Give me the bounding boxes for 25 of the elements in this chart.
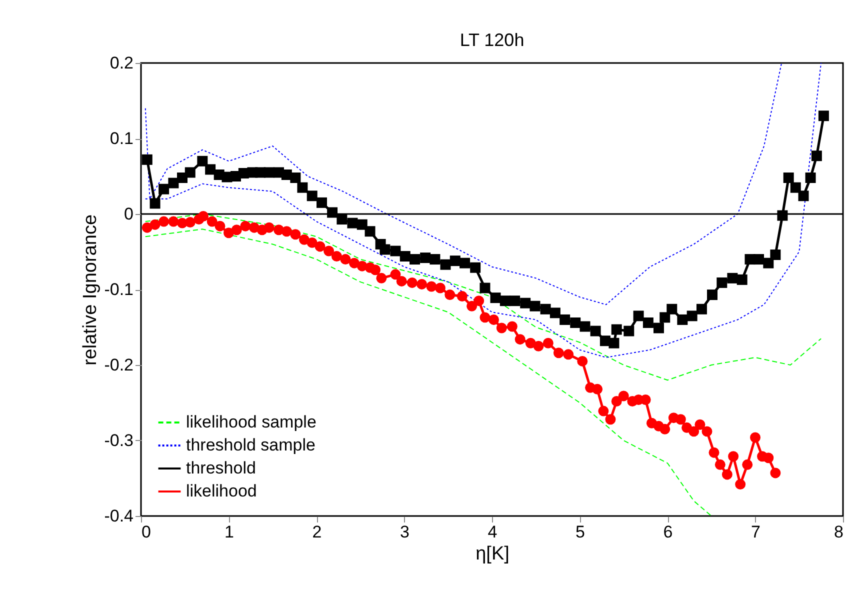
x-tick-label: 7 [751,522,760,542]
legend-label: threshold [186,458,256,478]
y-tick-label: 0.2 [110,54,134,72]
x-tick-label: 1 [224,522,234,542]
y-tick-label: -0.1 [104,280,134,299]
line-series [144,63,822,358]
legend-label: likelihood sample [186,412,316,432]
x-tick-label: 2 [312,522,322,542]
legend-label: threshold sample [186,436,316,454]
y-tick-label: 0.1 [110,129,134,148]
y-tick-label: 0 [124,204,134,224]
x-tick-label: 6 [663,522,673,542]
x-tick-label: 0 [142,522,151,542]
line-series [144,228,712,516]
y-tick-label: -0.2 [104,356,134,374]
y-tick-label: -0.3 [104,431,134,450]
y-axis-title: relative Ignorance [80,214,102,366]
x-tick-label: 5 [576,522,585,542]
x-tick-label: 4 [488,522,498,542]
legend-label: likelihood [186,482,257,500]
chart-title: LT 120h [460,30,524,50]
x-tick-label: 3 [400,522,410,542]
x-tick-label: 8 [834,522,844,542]
x-axis-title: η[K] [476,544,510,564]
y-tick-label: -0.4 [104,506,134,526]
